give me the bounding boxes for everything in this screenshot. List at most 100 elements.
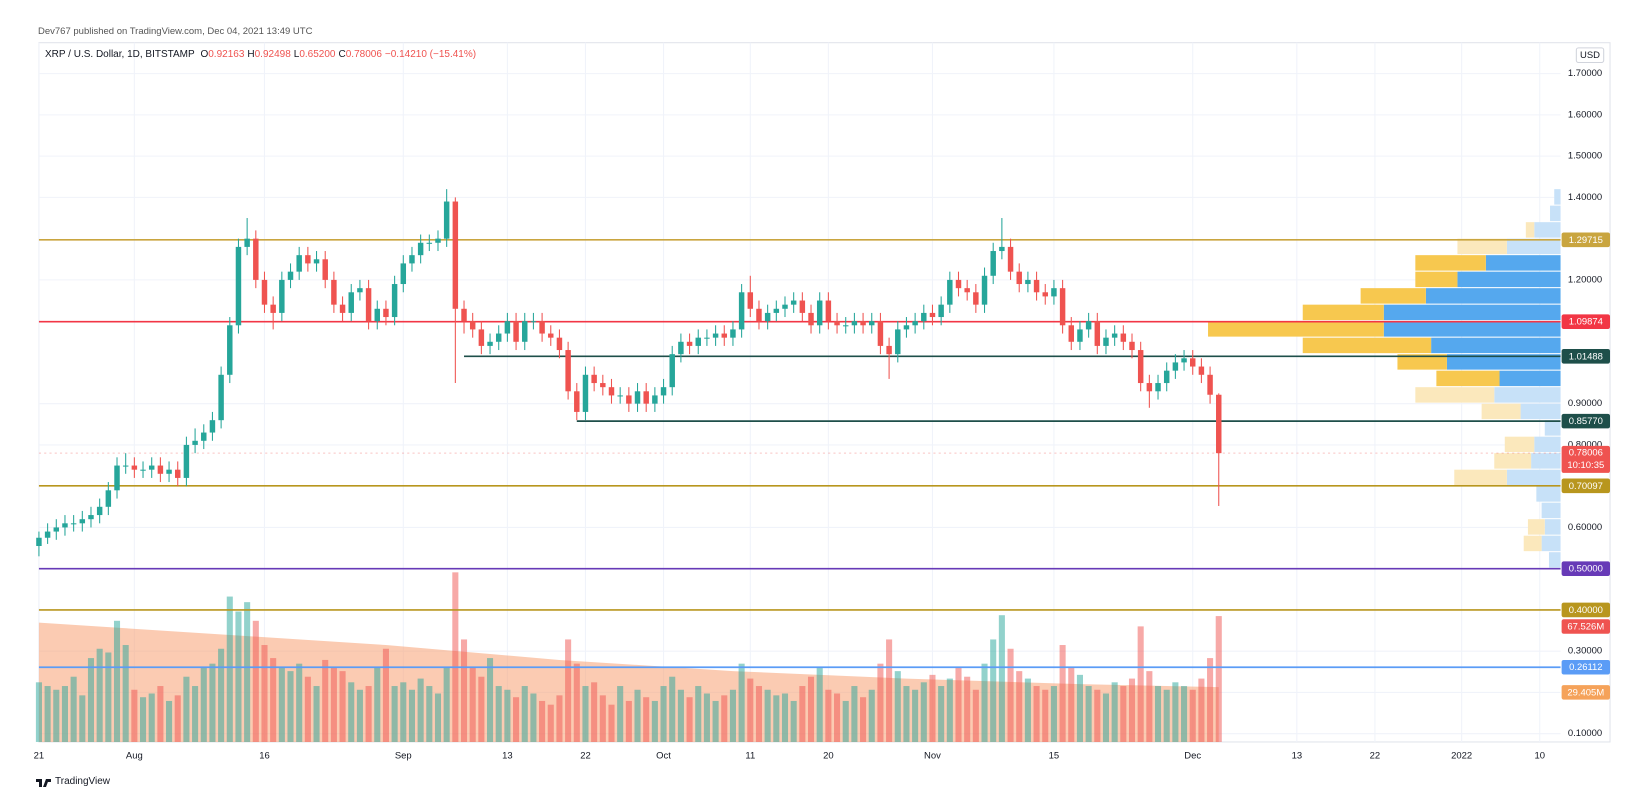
volume-bar (825, 689, 832, 742)
profile-up (1531, 453, 1561, 469)
y-tick-label: 1.70000 (1568, 67, 1602, 78)
volume-label: 67.526M (1567, 621, 1604, 632)
volume-bar (61, 686, 68, 742)
candle-body (296, 255, 302, 272)
volume-bar (391, 686, 398, 742)
candle-body (305, 255, 311, 264)
price-label-box (1561, 659, 1611, 675)
volume-bar (972, 689, 979, 742)
volume-bar (35, 682, 42, 742)
x-tick-label: 22 (1370, 750, 1381, 761)
volume-bar (226, 596, 233, 742)
candle-body (348, 292, 354, 313)
candle-body (730, 329, 736, 338)
volume-bar (287, 671, 294, 742)
volume-bar (547, 704, 554, 742)
candle-body (886, 345, 892, 355)
ohlc-key: H (247, 49, 255, 60)
candle-body (712, 333, 719, 338)
volume-bar (981, 663, 988, 742)
volume-bar (487, 658, 494, 742)
candle-body (981, 275, 988, 305)
volume-bar (174, 695, 181, 742)
brand: TradingView (55, 776, 111, 787)
candle-body (1094, 321, 1101, 346)
currency-box[interactable] (1575, 47, 1605, 64)
candle-body (990, 251, 996, 276)
volume-bar (348, 682, 355, 742)
candle-body (591, 374, 597, 384)
price-label-box (1561, 314, 1611, 329)
volume-bar (469, 667, 476, 742)
price-label: 0.70097 (1569, 480, 1603, 491)
candle-body (1172, 362, 1179, 371)
x-tick-label: Aug (126, 750, 143, 761)
last-price-box (1561, 445, 1611, 473)
volume-bar (608, 704, 615, 742)
price-label: 0.26112 (1569, 661, 1602, 672)
volume-bar (495, 686, 502, 742)
candle-body (617, 395, 623, 397)
candle-body (88, 515, 94, 520)
volume-bar (1059, 645, 1066, 742)
volume-bar (1172, 682, 1179, 742)
logo (36, 778, 51, 787)
candle-body (331, 279, 337, 305)
profile-down (1457, 238, 1507, 255)
volume-bar (816, 667, 823, 742)
symbol: XRP / U.S. Dollar, 1D, BITSTAMP (45, 49, 195, 60)
volume-bar (1007, 648, 1014, 742)
candle-body (764, 312, 771, 322)
candle-body (44, 531, 51, 538)
candle-body (600, 383, 606, 388)
candle-body (62, 523, 68, 528)
volume-bar (877, 663, 884, 742)
candle-body (947, 279, 953, 305)
candle-body (478, 329, 485, 346)
volume-bar (729, 689, 736, 742)
candle-body (530, 321, 537, 323)
ohlc-value: 0.65200 (299, 49, 336, 60)
volume-bar (79, 695, 86, 742)
profile-up (1425, 288, 1561, 304)
profile-up (1499, 370, 1561, 387)
currency[interactable]: USD (1580, 49, 1600, 60)
volume-bar (643, 697, 650, 742)
profile-up (1541, 502, 1561, 519)
candle-body (669, 354, 675, 388)
y-tick-label: 0.10000 (1568, 727, 1602, 738)
volume-bar (1215, 616, 1222, 742)
volume-bar (426, 686, 433, 742)
candle-body (929, 312, 936, 318)
x-tick-label: 13 (502, 750, 513, 761)
candle-body (686, 341, 693, 346)
volume-bar (382, 648, 389, 742)
candle-body (504, 321, 511, 334)
price-label: 0.40000 (1569, 604, 1603, 615)
x-tick-label: Oct (656, 750, 671, 761)
candle-body (1025, 279, 1031, 285)
volume-bar (1189, 689, 1196, 742)
candle-body (235, 246, 242, 326)
candle-body (1051, 288, 1057, 297)
volume-bar (1111, 682, 1118, 742)
candle-body (374, 308, 380, 322)
volume-ma-label-box (1561, 685, 1611, 700)
volume-bar (703, 693, 710, 742)
profile-down (1415, 271, 1458, 288)
candle-body (921, 312, 927, 322)
ohlc-value: 0.92163 (208, 49, 245, 60)
profile-up (1457, 271, 1561, 288)
candle-body (973, 292, 979, 305)
candle-body (469, 321, 476, 330)
volume-bar (460, 639, 468, 742)
candle-body (782, 304, 788, 309)
volume-bar (712, 700, 719, 742)
candle-body (1077, 329, 1083, 342)
profile-down (1454, 469, 1507, 486)
volume-bar (356, 689, 363, 742)
volume-bar (860, 697, 867, 742)
volume-bar (330, 667, 337, 742)
candle-body (522, 321, 528, 342)
volume-bar (617, 686, 624, 742)
